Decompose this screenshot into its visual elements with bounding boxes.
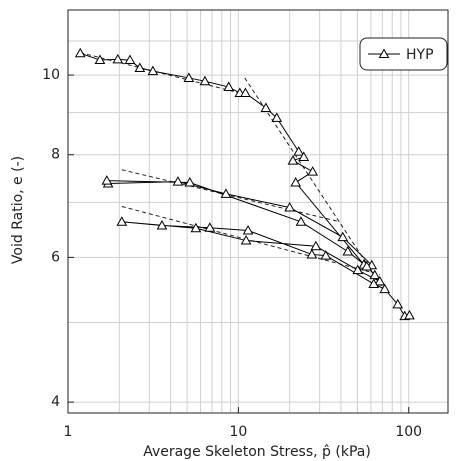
x-tick-label: 10 xyxy=(229,424,247,440)
marker xyxy=(134,62,146,73)
marker xyxy=(271,112,283,122)
marker xyxy=(156,220,168,230)
y-tick-label: 8 xyxy=(51,147,60,163)
marker xyxy=(352,264,364,275)
marker xyxy=(101,175,113,185)
marker xyxy=(307,166,319,176)
x-axis-label: Average Skeleton Stress, p̂ (kPa) xyxy=(143,444,371,460)
marker xyxy=(94,54,106,65)
marker xyxy=(172,176,184,186)
legend-marker xyxy=(378,48,390,58)
marker xyxy=(184,177,196,187)
x-tick-label: 100 xyxy=(395,424,422,440)
y-axis-label: Void Ratio, e (-) xyxy=(10,156,26,264)
marker xyxy=(320,250,332,260)
marker xyxy=(293,146,305,156)
marker xyxy=(223,81,235,92)
legend-label: HYP xyxy=(406,47,434,63)
marker xyxy=(342,245,354,256)
legend-box xyxy=(359,37,448,71)
marker xyxy=(337,231,349,242)
marker xyxy=(310,240,322,251)
marker xyxy=(240,87,251,98)
y-tick-label: 4 xyxy=(51,394,60,410)
marker xyxy=(392,298,404,309)
marker xyxy=(379,283,391,294)
marker xyxy=(112,53,124,64)
marker xyxy=(220,188,232,198)
marker xyxy=(368,278,380,288)
marker xyxy=(240,235,252,245)
marker xyxy=(369,269,381,280)
x-tick-label: 1 xyxy=(64,424,73,440)
y-tick-label: 6 xyxy=(51,249,60,265)
marker xyxy=(284,202,296,212)
reference-line xyxy=(121,169,340,223)
y-tick-label: 10 xyxy=(42,67,60,83)
marker xyxy=(124,54,136,65)
marker xyxy=(116,216,128,226)
marker xyxy=(306,248,318,259)
marker xyxy=(242,224,254,235)
marker xyxy=(204,222,216,232)
marker xyxy=(361,260,373,271)
marker xyxy=(290,177,302,187)
marker xyxy=(147,65,159,76)
marker xyxy=(183,72,195,82)
marker xyxy=(404,309,415,320)
marker xyxy=(298,151,310,161)
marker xyxy=(374,275,386,286)
marker xyxy=(199,75,211,86)
marker xyxy=(74,47,86,58)
marker xyxy=(190,222,202,233)
marker xyxy=(260,102,272,112)
marker xyxy=(295,216,307,226)
marker xyxy=(287,155,299,165)
plot-frame xyxy=(67,9,449,414)
